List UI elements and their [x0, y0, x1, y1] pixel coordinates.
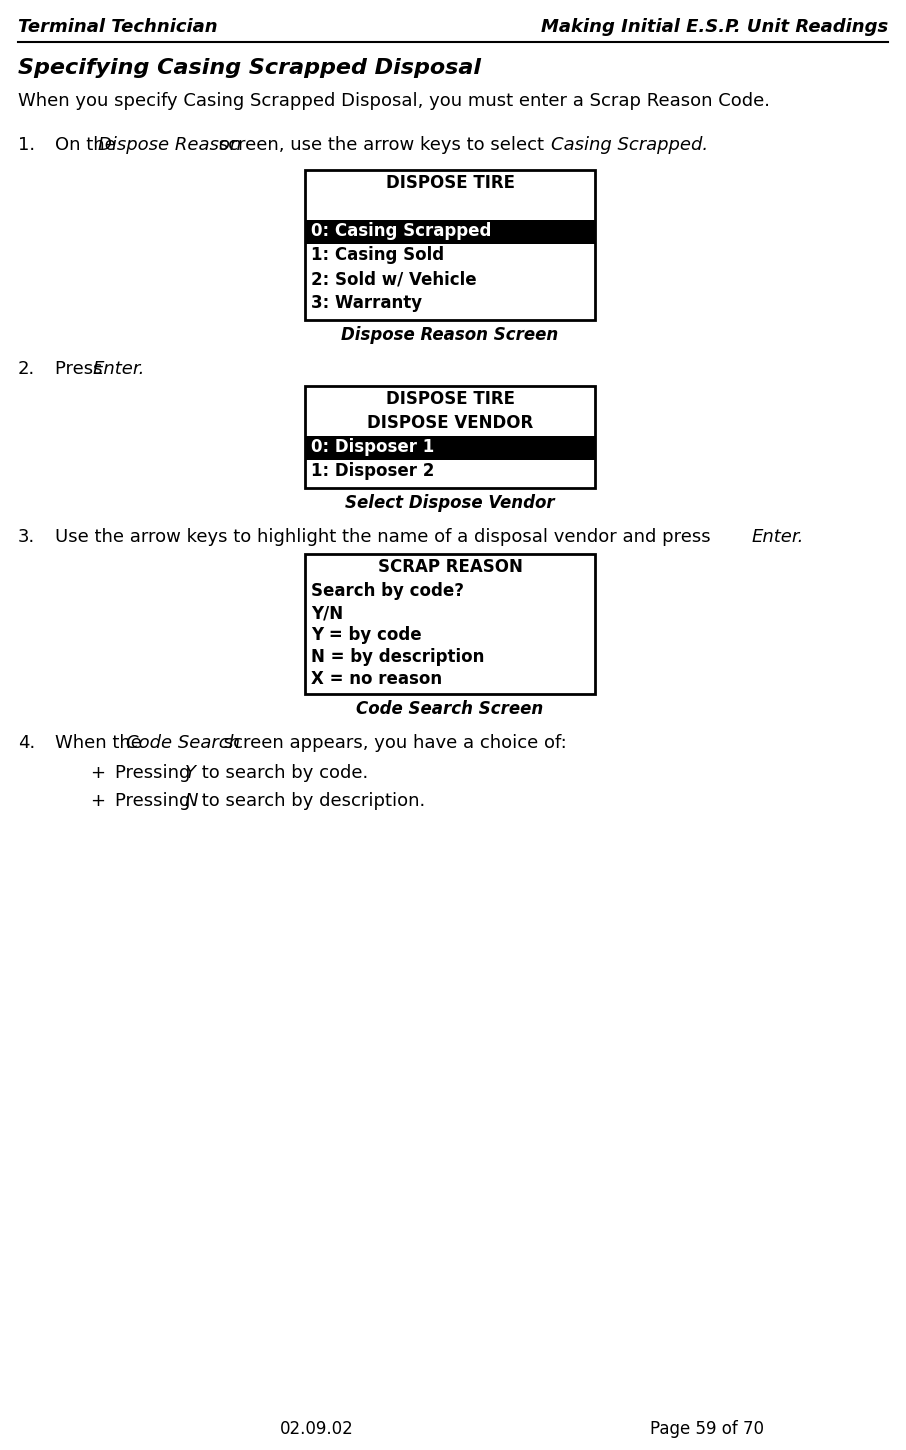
- Text: Making Initial E.S.P. Unit Readings: Making Initial E.S.P. Unit Readings: [541, 17, 888, 36]
- Text: to search by code.: to search by code.: [196, 764, 368, 782]
- Text: When the: When the: [55, 734, 148, 753]
- Text: When you specify Casing Scrapped Disposal, you must enter a Scrap Reason Code.: When you specify Casing Scrapped Disposa…: [18, 91, 770, 110]
- Text: Code Search: Code Search: [126, 734, 240, 753]
- Text: X = no reason: X = no reason: [311, 670, 442, 687]
- Text: 1: Disposer 2: 1: Disposer 2: [311, 463, 434, 480]
- Text: +: +: [90, 764, 105, 782]
- Text: 0: Disposer 1: 0: Disposer 1: [311, 438, 434, 455]
- Text: Search by code?: Search by code?: [311, 581, 464, 600]
- Text: Specifying Casing Scrapped Disposal: Specifying Casing Scrapped Disposal: [18, 58, 481, 78]
- Text: Select Dispose Vendor: Select Dispose Vendor: [345, 494, 554, 512]
- Bar: [305, 436, 595, 460]
- Text: Casing Scrapped.: Casing Scrapped.: [551, 136, 708, 154]
- Text: Code Search Screen: Code Search Screen: [356, 700, 544, 718]
- Text: Dispose Reason: Dispose Reason: [98, 136, 241, 154]
- Text: 1.: 1.: [18, 136, 35, 154]
- Text: 2.: 2.: [18, 360, 35, 378]
- Text: Y/N: Y/N: [311, 605, 343, 622]
- Text: Pressing: Pressing: [115, 764, 196, 782]
- Text: screen, use the arrow keys to select: screen, use the arrow keys to select: [213, 136, 550, 154]
- Text: DISPOSE TIRE: DISPOSE TIRE: [385, 174, 515, 191]
- Text: 2: Sold w/ Vehicle: 2: Sold w/ Vehicle: [311, 270, 477, 289]
- Text: Dispose Reason Screen: Dispose Reason Screen: [342, 326, 559, 344]
- Text: Use the arrow keys to highlight the name of a disposal vendor and press: Use the arrow keys to highlight the name…: [55, 528, 717, 547]
- Text: 3: Warranty: 3: Warranty: [311, 294, 422, 312]
- Text: On the: On the: [55, 136, 121, 154]
- Text: Enter.: Enter.: [93, 360, 145, 378]
- Bar: [305, 386, 595, 489]
- Text: N = by description: N = by description: [311, 648, 485, 666]
- Text: 02.09.02: 02.09.02: [280, 1420, 354, 1438]
- Text: 1: Casing Sold: 1: Casing Sold: [311, 247, 444, 264]
- Text: Y: Y: [185, 764, 196, 782]
- Text: 3.: 3.: [18, 528, 35, 547]
- Text: SCRAP REASON: SCRAP REASON: [378, 558, 523, 576]
- Text: Press: Press: [55, 360, 108, 378]
- Text: Page 59 of 70: Page 59 of 70: [650, 1420, 764, 1438]
- Bar: [305, 554, 595, 695]
- Text: 0: Casing Scrapped: 0: Casing Scrapped: [311, 222, 491, 241]
- Text: DISPOSE VENDOR: DISPOSE VENDOR: [367, 415, 533, 432]
- Bar: [305, 170, 595, 320]
- Text: Terminal Technician: Terminal Technician: [18, 17, 217, 36]
- Text: 4.: 4.: [18, 734, 35, 753]
- Bar: [305, 220, 595, 244]
- Text: N: N: [185, 792, 198, 811]
- Text: Enter.: Enter.: [752, 528, 805, 547]
- Text: to search by description.: to search by description.: [196, 792, 425, 811]
- Text: Y = by code: Y = by code: [311, 626, 421, 644]
- Text: screen appears, you have a choice of:: screen appears, you have a choice of:: [218, 734, 567, 753]
- Text: +: +: [90, 792, 105, 811]
- Text: DISPOSE TIRE: DISPOSE TIRE: [385, 390, 515, 407]
- Text: Pressing: Pressing: [115, 792, 196, 811]
